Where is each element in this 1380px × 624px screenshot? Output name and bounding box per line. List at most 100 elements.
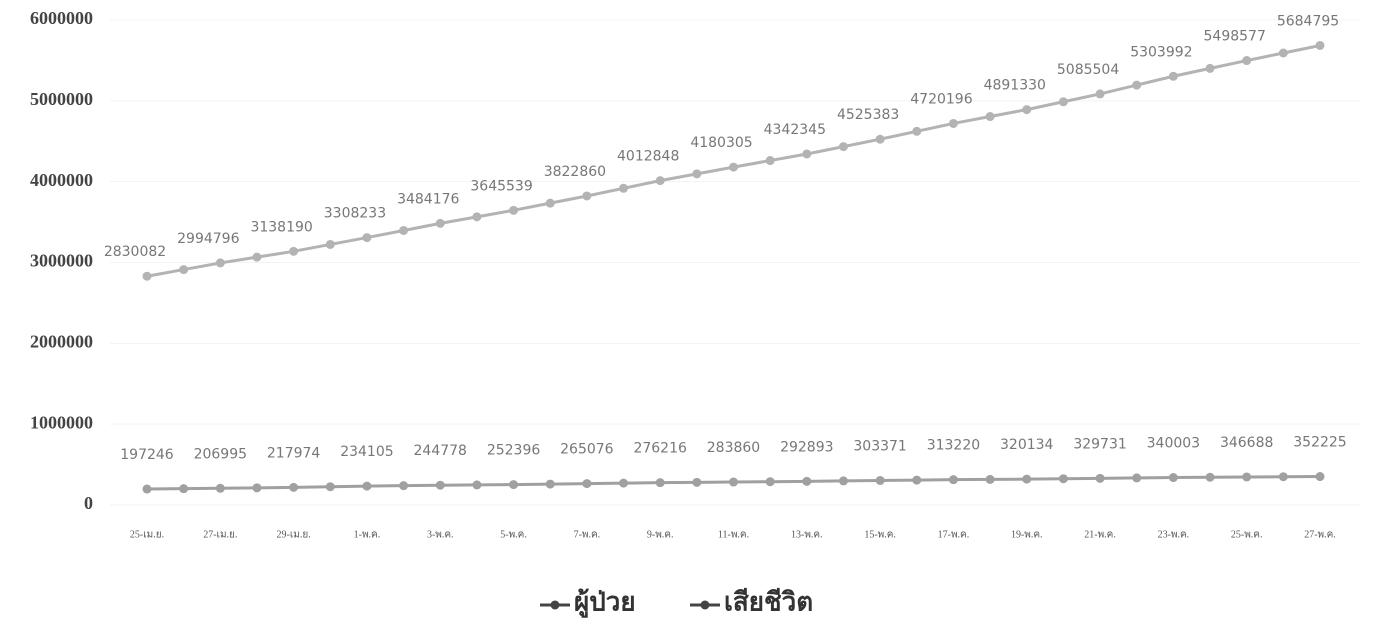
point bbox=[985, 112, 995, 122]
point bbox=[435, 218, 445, 228]
x-tick-label: 29-เม.ย. bbox=[277, 529, 311, 540]
x-tick-label: 25-พ.ค. bbox=[1231, 529, 1263, 540]
data-label: 5303992 bbox=[1130, 44, 1192, 60]
data-label: 4891330 bbox=[984, 78, 1046, 94]
y-tick-label: 0 bbox=[84, 493, 93, 513]
point bbox=[142, 484, 152, 494]
line bbox=[146, 44, 1321, 278]
point bbox=[692, 169, 702, 179]
point bbox=[692, 477, 702, 487]
point bbox=[582, 191, 592, 201]
point bbox=[655, 478, 665, 488]
point bbox=[1278, 472, 1288, 482]
x-tick-label: 21-พ.ค. bbox=[1084, 529, 1116, 540]
x-tick-label: 5-พ.ค. bbox=[500, 529, 527, 540]
data-label: 2830082 bbox=[104, 244, 166, 260]
data-label: 292893 bbox=[780, 439, 833, 455]
legend-label: เสียชีวิต bbox=[724, 588, 813, 618]
point bbox=[142, 271, 152, 281]
y-tick-label: 4000000 bbox=[30, 170, 93, 190]
point bbox=[509, 205, 519, 215]
x-tick-label: 17-พ.ค. bbox=[938, 529, 970, 540]
point bbox=[1168, 473, 1178, 483]
point bbox=[399, 481, 409, 491]
data-label: 265076 bbox=[560, 442, 614, 458]
point bbox=[1315, 40, 1325, 50]
data-label: 340003 bbox=[1147, 436, 1200, 452]
data-label: 5498577 bbox=[1204, 29, 1266, 45]
point bbox=[1242, 472, 1252, 482]
point bbox=[875, 134, 885, 144]
y-tick-label: 5000000 bbox=[30, 89, 93, 109]
point bbox=[655, 176, 665, 186]
data-label: 206995 bbox=[194, 446, 247, 462]
point bbox=[1205, 63, 1215, 73]
data-label: 234105 bbox=[340, 444, 393, 460]
point bbox=[325, 482, 335, 492]
point bbox=[985, 474, 995, 484]
x-tick-label: 11-พ.ค. bbox=[718, 529, 749, 540]
point bbox=[729, 477, 738, 487]
point bbox=[1095, 473, 1105, 483]
legend-marker bbox=[700, 600, 710, 610]
point bbox=[838, 142, 848, 152]
point bbox=[912, 126, 922, 136]
x-tick-label: 23-พ.ค. bbox=[1158, 529, 1190, 540]
point bbox=[912, 475, 922, 485]
data-label: 197246 bbox=[120, 447, 174, 463]
data-label: 4525383 bbox=[837, 107, 899, 123]
point bbox=[472, 212, 482, 222]
data-label: 2994796 bbox=[177, 231, 239, 247]
x-tick-label: 9-พ.ค. bbox=[647, 529, 674, 540]
data-label: 4720196 bbox=[910, 91, 972, 107]
x-tick-label: 3-พ.ค. bbox=[427, 529, 454, 540]
point bbox=[1058, 97, 1068, 107]
data-label: 283860 bbox=[707, 440, 760, 456]
point bbox=[619, 183, 629, 193]
point bbox=[948, 118, 958, 128]
point bbox=[1315, 472, 1325, 482]
point bbox=[362, 233, 372, 243]
data-label: 4180305 bbox=[690, 135, 752, 151]
legend-marker bbox=[550, 600, 560, 610]
point bbox=[1058, 474, 1068, 484]
x-tick-label: 25-เม.ย. bbox=[130, 529, 164, 540]
data-label: 352225 bbox=[1293, 435, 1346, 451]
data-label: 5684795 bbox=[1277, 13, 1339, 29]
data-label: 313220 bbox=[927, 438, 980, 454]
point bbox=[619, 478, 629, 488]
point bbox=[765, 156, 775, 166]
point bbox=[729, 162, 738, 172]
point bbox=[765, 477, 775, 487]
y-tick-label: 1000000 bbox=[30, 412, 93, 432]
x-tick-label: 19-พ.ค. bbox=[1011, 529, 1043, 540]
y-tick-label: 3000000 bbox=[30, 251, 93, 271]
point bbox=[472, 480, 482, 490]
point bbox=[509, 480, 519, 490]
point bbox=[289, 246, 299, 256]
point bbox=[802, 476, 812, 486]
data-label: 346688 bbox=[1220, 435, 1273, 451]
data-label: 3308233 bbox=[324, 206, 386, 222]
data-label: 217974 bbox=[267, 445, 321, 461]
point bbox=[215, 483, 225, 493]
point bbox=[875, 475, 885, 485]
legend-label: ผู้ป่วย bbox=[574, 588, 636, 619]
point bbox=[1022, 474, 1032, 484]
y-tick-label: 6000000 bbox=[30, 8, 93, 28]
x-tick-label: 15-พ.ค. bbox=[864, 529, 896, 540]
point bbox=[399, 225, 409, 235]
data-label: 3822860 bbox=[544, 164, 606, 180]
point bbox=[179, 484, 189, 494]
data-label: 3645539 bbox=[470, 178, 532, 194]
data-label: 303371 bbox=[853, 438, 906, 454]
point bbox=[325, 239, 335, 249]
x-tick-label: 27-พ.ค. bbox=[1304, 529, 1336, 540]
y-tick-label: 2000000 bbox=[30, 331, 93, 351]
point bbox=[1132, 80, 1142, 90]
point bbox=[1278, 48, 1288, 58]
point bbox=[545, 198, 555, 208]
data-label: 329731 bbox=[1073, 436, 1126, 452]
data-label: 320134 bbox=[1000, 437, 1054, 453]
